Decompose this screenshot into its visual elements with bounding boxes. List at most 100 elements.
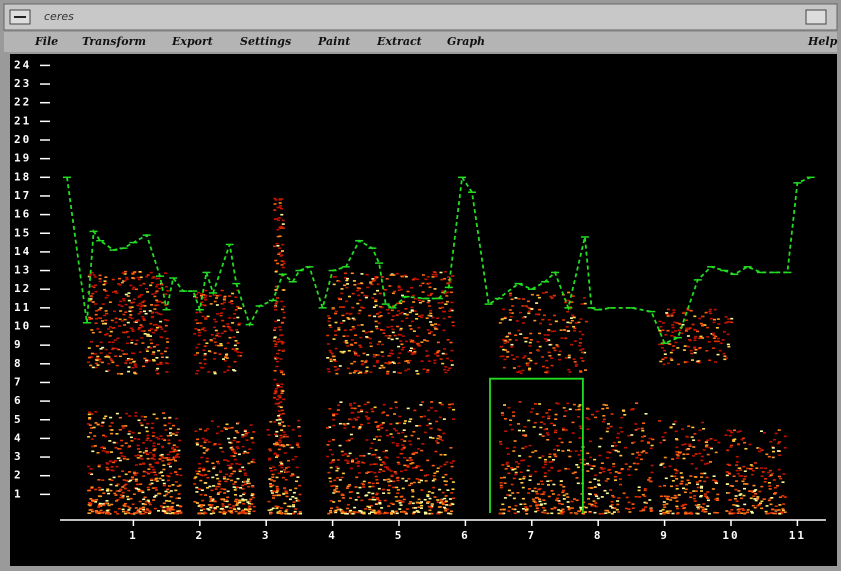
spectrogram-dot bbox=[583, 297, 586, 299]
spectrogram-dot bbox=[507, 510, 511, 512]
menu-item[interactable]: Paint bbox=[317, 35, 350, 48]
spectrogram-dot bbox=[144, 426, 148, 429]
spectrogram-dot bbox=[281, 219, 285, 222]
spectrogram-dot bbox=[275, 456, 278, 458]
spectrogram-dot bbox=[275, 419, 279, 421]
spectrogram-dot bbox=[350, 407, 354, 409]
menu-item[interactable]: File bbox=[34, 35, 58, 48]
spectrogram-dot bbox=[424, 512, 428, 514]
spectrogram-dot bbox=[732, 475, 736, 477]
spectrogram-dot bbox=[639, 510, 643, 512]
spectrogram-dot bbox=[150, 482, 154, 485]
spectrogram-dot bbox=[94, 422, 98, 424]
spectrogram-dot bbox=[673, 321, 677, 324]
spectrogram-dot bbox=[357, 472, 361, 474]
spectrogram-dot bbox=[274, 389, 278, 392]
spectrogram-dot bbox=[553, 314, 556, 317]
spectrogram-dot bbox=[360, 363, 364, 366]
spectrogram-dot bbox=[235, 462, 239, 465]
spectrogram-dot bbox=[704, 445, 708, 448]
spectrogram-dot bbox=[243, 472, 247, 475]
spectrogram-dot bbox=[643, 435, 646, 437]
spectrogram-dot bbox=[252, 505, 256, 508]
spectrogram-dot bbox=[609, 425, 613, 428]
spectrogram-dot bbox=[280, 470, 283, 473]
spectrogram-dot bbox=[513, 468, 517, 470]
spectrogram-dot bbox=[547, 329, 551, 332]
menu-item[interactable]: Settings bbox=[240, 35, 291, 48]
spectrogram-dot bbox=[527, 419, 531, 422]
spectrogram-dot bbox=[353, 360, 357, 363]
spectrogram-dot bbox=[381, 422, 385, 424]
menu-item[interactable]: Extract bbox=[376, 35, 422, 48]
spectrogram-dot bbox=[614, 444, 618, 447]
spectrogram-dot bbox=[376, 497, 379, 499]
spectrogram-dot bbox=[118, 416, 122, 419]
spectrogram-dot bbox=[679, 472, 683, 474]
spectrogram-dot bbox=[124, 311, 128, 313]
spectrogram-dot bbox=[579, 371, 583, 373]
spectrogram-dot bbox=[574, 363, 578, 366]
spectrogram-dot bbox=[637, 489, 641, 492]
spectrogram-dot bbox=[275, 487, 279, 490]
spectrogram-dot bbox=[155, 436, 159, 439]
menu-item[interactable]: Help bbox=[807, 35, 838, 48]
spectrogram-dot bbox=[285, 435, 289, 438]
spectrogram-dot bbox=[202, 349, 206, 352]
spectrogram-dot bbox=[550, 364, 554, 367]
spectrogram-dot bbox=[151, 422, 155, 425]
spectrogram-dot bbox=[777, 475, 781, 478]
spectrogram-dot bbox=[560, 337, 564, 339]
spectrogram-dot bbox=[357, 460, 361, 463]
spectrogram-dot bbox=[153, 496, 157, 498]
spectrogram-dot bbox=[195, 442, 199, 444]
menu-item[interactable]: Transform bbox=[82, 35, 146, 48]
spectrogram-dot bbox=[327, 512, 331, 515]
spectrogram-dot bbox=[278, 206, 282, 209]
spectrogram-dot bbox=[296, 444, 299, 446]
spectrogram-dot bbox=[193, 354, 197, 356]
spectrogram-dot bbox=[345, 507, 349, 510]
spectrogram-dot bbox=[87, 356, 91, 359]
minimize-button[interactable] bbox=[805, 9, 827, 25]
spectrogram-dot bbox=[671, 331, 675, 333]
spectrogram-dot bbox=[94, 488, 98, 491]
spectrogram-dot bbox=[120, 349, 124, 352]
spectrogram-dot bbox=[145, 287, 148, 290]
spectrogram-dot bbox=[374, 300, 378, 303]
spectrogram-dot bbox=[445, 295, 449, 297]
spectrogram-dot bbox=[336, 467, 340, 470]
spectrogram-dot bbox=[213, 443, 217, 445]
spectrogram-dot bbox=[202, 447, 206, 449]
spectrogram-dot bbox=[329, 351, 333, 353]
spectrogram-dot bbox=[232, 455, 236, 457]
menu-item[interactable]: Export bbox=[171, 35, 213, 48]
spectrogram-dot bbox=[415, 451, 419, 454]
spectrogram-dot bbox=[362, 480, 366, 483]
spectrogram-dot bbox=[195, 486, 199, 489]
spectrogram-dot bbox=[91, 450, 95, 453]
spectrogram-dot bbox=[222, 358, 225, 360]
spectrogram-dot bbox=[428, 506, 432, 508]
spectrogram-dot bbox=[267, 509, 271, 512]
spectrogram-dot bbox=[594, 416, 597, 419]
spectrogram-dot bbox=[734, 495, 738, 497]
spectrogram-dot bbox=[89, 364, 93, 367]
spectrogram-dot bbox=[273, 356, 277, 359]
spectrogram-dot bbox=[700, 476, 703, 478]
spectrogram-dot bbox=[327, 370, 331, 373]
spectrogram-dot bbox=[215, 295, 219, 297]
spectrogram-dot bbox=[350, 412, 354, 414]
spectrogram-dot bbox=[512, 367, 516, 369]
spectrogram-dot bbox=[379, 458, 383, 461]
spectrogram-dot bbox=[771, 445, 775, 448]
spectrogram-dot bbox=[174, 434, 178, 436]
spectrogram-dot bbox=[536, 509, 540, 512]
spectrogram-dot bbox=[289, 446, 293, 449]
spectrogram-dot bbox=[102, 434, 106, 437]
spectrogram-dot bbox=[641, 493, 645, 496]
spectrogram-dot bbox=[164, 362, 168, 364]
menu-item[interactable]: Graph bbox=[447, 35, 485, 48]
spectrogram-dot bbox=[563, 329, 566, 331]
spectrogram-dot bbox=[511, 508, 515, 510]
